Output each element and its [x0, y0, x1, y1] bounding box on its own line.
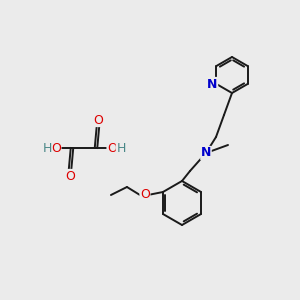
Text: H: H — [116, 142, 126, 154]
Text: H: H — [42, 142, 52, 154]
Text: O: O — [51, 142, 61, 154]
Text: O: O — [65, 169, 75, 182]
Text: O: O — [107, 142, 117, 154]
Text: O: O — [140, 188, 150, 202]
Text: N: N — [201, 146, 211, 160]
Text: O: O — [93, 113, 103, 127]
Text: N: N — [207, 77, 218, 91]
